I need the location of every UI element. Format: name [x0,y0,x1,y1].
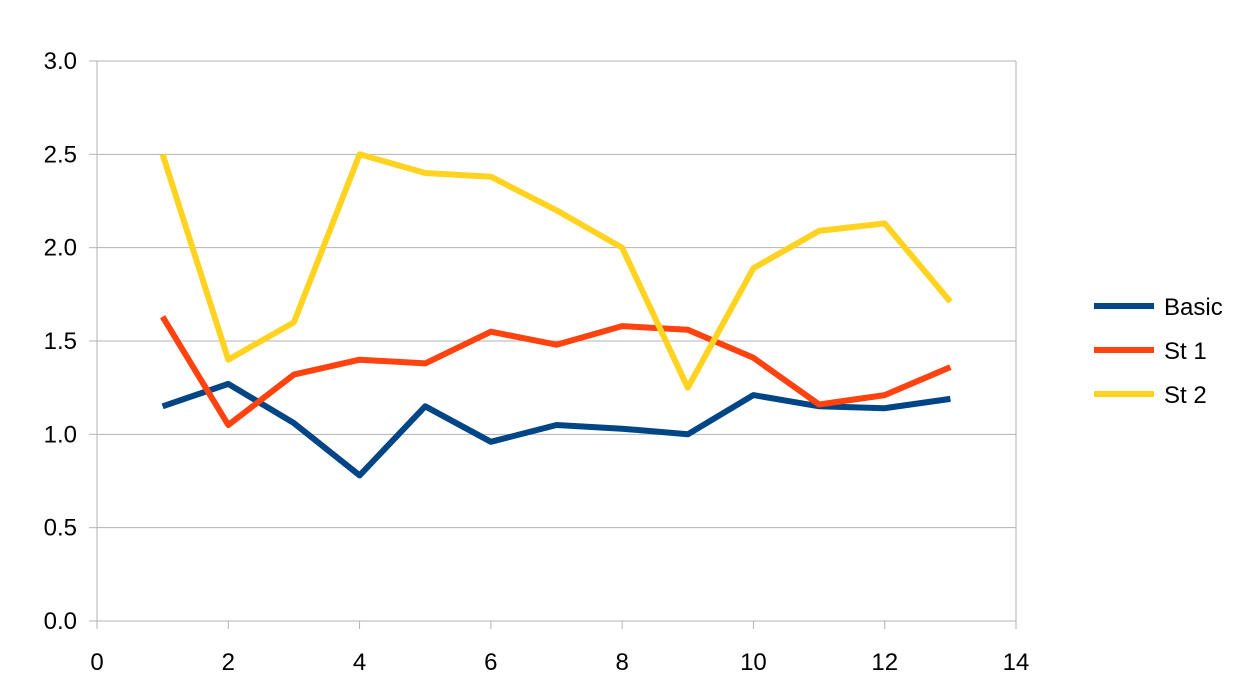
y-tick-label: 1.5 [44,328,77,355]
x-tick-label: 4 [353,649,366,676]
x-tick-label: 8 [615,649,628,676]
legend-label-st-2: St 2 [1164,382,1207,409]
x-tick-label: 12 [871,649,898,676]
legend-label-basic: Basic [1164,294,1223,321]
y-tick-label: 1.0 [44,421,77,448]
y-tick-label: 2.0 [44,235,77,262]
y-tick-label: 2.5 [44,141,77,168]
legend-label-st-1: St 1 [1164,338,1207,365]
series-line-basic [161,380,951,479]
x-tick-label: 10 [740,649,767,676]
x-tick-label: 0 [90,649,103,676]
x-axis-ticks: 0 2 4 6 8 10 12 14 [90,621,1029,676]
y-tick-label: 0.0 [44,608,77,635]
x-tick-label: 14 [1003,649,1030,676]
x-tick-label: 2 [222,649,235,676]
y-axis-ticks: 0.0 0.5 1.0 1.5 2.0 2.5 3.0 [44,48,97,635]
y-tick-label: 3.0 [44,48,77,75]
x-tick-label: 6 [484,649,497,676]
series-line-st-1 [160,315,952,428]
series-line-st-2 [159,151,953,391]
series-lines [159,151,953,479]
grid-lines [97,60,1016,622]
y-tick-label: 0.5 [44,515,77,542]
legend: Basic St 1 St 2 [1094,294,1223,409]
